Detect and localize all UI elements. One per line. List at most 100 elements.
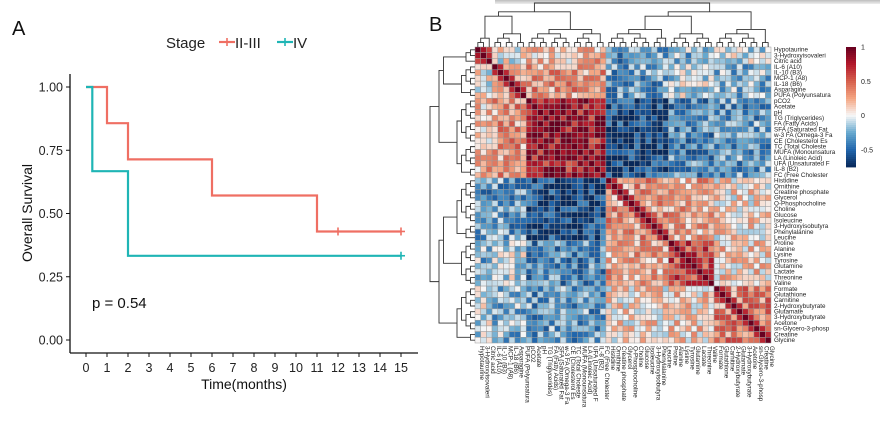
heatmap-cell xyxy=(588,69,595,76)
heatmap-cell xyxy=(531,132,538,139)
heatmap-cell xyxy=(577,86,584,93)
dendrogram-branch xyxy=(537,33,561,39)
heatmap-cell xyxy=(730,177,738,184)
colorbar-segment xyxy=(846,55,856,58)
heatmap-cell xyxy=(554,120,561,127)
heatmap-cell xyxy=(725,183,732,190)
heatmap-cell xyxy=(486,58,493,65)
heatmap-cell xyxy=(747,257,755,264)
heatmap-cell xyxy=(702,314,709,321)
heatmap-cell xyxy=(639,268,647,275)
heatmap-cell xyxy=(691,331,698,338)
heatmap-cell xyxy=(503,52,510,59)
heatmap-cell xyxy=(611,166,618,173)
heatmap-cell xyxy=(736,109,743,116)
heatmap-cell xyxy=(491,109,499,116)
heatmap-cell xyxy=(628,245,635,253)
heatmap-cell xyxy=(520,268,527,275)
heatmap-cell xyxy=(730,109,738,116)
heatmap-cell xyxy=(497,337,504,344)
heatmap-cell xyxy=(651,143,658,150)
heatmap-cell xyxy=(582,52,590,59)
heatmap-cell xyxy=(565,280,573,287)
heatmap-cell xyxy=(525,308,533,315)
heatmap-cell xyxy=(628,268,635,275)
heatmap-cell xyxy=(668,251,675,258)
heatmap-cell xyxy=(611,245,618,253)
heatmap-cell xyxy=(588,132,595,139)
heatmap-cell xyxy=(537,171,544,179)
heatmap-cell xyxy=(708,211,715,219)
heatmap-cell xyxy=(736,52,743,59)
heatmap-cell xyxy=(486,206,493,213)
heatmap-cell xyxy=(702,137,709,145)
heatmap-cell xyxy=(765,103,772,110)
heatmap-cell xyxy=(708,257,715,264)
heatmap-cell xyxy=(497,97,504,105)
heatmap-cell xyxy=(747,211,755,219)
heatmap-cell xyxy=(639,206,647,213)
heatmap-cell xyxy=(656,245,664,253)
heatmap-cell xyxy=(548,223,555,230)
heatmap-cell xyxy=(599,154,607,162)
heatmap-cell xyxy=(628,149,635,156)
heatmap-cell xyxy=(543,52,550,59)
heatmap-cell xyxy=(514,149,521,156)
row-label: Carnitine xyxy=(774,297,800,304)
heatmap-cell xyxy=(480,137,487,145)
heatmap-cell xyxy=(639,319,647,327)
heatmap-cell xyxy=(531,325,538,332)
heatmap-cell xyxy=(554,52,561,59)
heatmap-cell xyxy=(605,337,612,344)
heatmap-cell xyxy=(537,228,544,236)
heatmap-cell xyxy=(514,268,521,275)
heatmap-cell xyxy=(696,251,703,258)
heatmap-cell xyxy=(508,319,516,327)
heatmap-cell xyxy=(759,52,766,59)
heatmap-cell xyxy=(747,103,755,110)
heatmap-cell xyxy=(679,331,686,338)
heatmap-cell xyxy=(491,291,499,298)
heatmap-cell xyxy=(531,291,538,298)
heatmap-cell xyxy=(543,211,550,219)
heatmap-cell xyxy=(628,103,635,110)
heatmap-cell xyxy=(605,177,612,184)
column-label: pCO2 xyxy=(529,346,536,363)
heatmap-cell xyxy=(486,46,493,53)
heatmap-cell xyxy=(486,160,493,167)
heatmap-cell xyxy=(708,63,715,71)
heatmap-cell xyxy=(554,251,561,258)
heatmap-cell xyxy=(577,337,584,344)
column-label: LA (Linoleic Acid) xyxy=(586,346,593,394)
heatmap-cell xyxy=(588,331,595,338)
heatmap-cell xyxy=(736,103,743,110)
heatmap-cell xyxy=(508,69,516,76)
colorbar-segment xyxy=(846,83,856,86)
heatmap-cell xyxy=(560,166,567,173)
heatmap-cell xyxy=(503,115,510,122)
heatmap-cell xyxy=(594,337,601,344)
heatmap-cell xyxy=(548,92,555,99)
heatmap-cell xyxy=(628,331,635,338)
heatmap-cell xyxy=(628,69,635,76)
heatmap-cell xyxy=(696,160,703,167)
heatmap-cell xyxy=(611,257,618,264)
heatmap-cell xyxy=(537,308,544,315)
heatmap-cell xyxy=(474,183,481,190)
heatmap-cell xyxy=(668,314,675,321)
heatmap-cell xyxy=(480,297,487,304)
heatmap-cell xyxy=(520,115,527,122)
colorbar-segment xyxy=(846,75,856,78)
heatmap-cell xyxy=(480,228,487,236)
heatmap-cell xyxy=(673,291,681,298)
heatmap-cell xyxy=(554,97,561,105)
heatmap-cell xyxy=(713,206,721,213)
heatmap-cell xyxy=(673,52,681,59)
heatmap-cell xyxy=(588,154,595,162)
heatmap-cell xyxy=(565,92,573,99)
heatmap-cell xyxy=(480,143,487,150)
heatmap-cell xyxy=(725,200,732,207)
heatmap-cell xyxy=(588,92,595,99)
heatmap-cell xyxy=(736,149,743,156)
heatmap-cell xyxy=(497,302,504,310)
